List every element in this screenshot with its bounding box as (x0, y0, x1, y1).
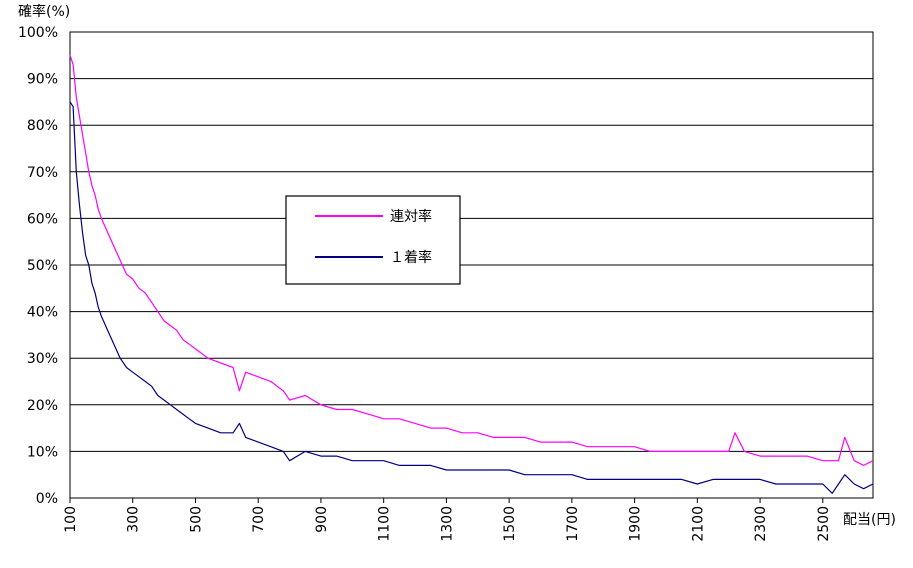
series-line-1 (69, 101, 874, 494)
y-tick-label: 90% (27, 72, 58, 88)
y-tick-label: 10% (27, 444, 58, 460)
legend-label-win: １着率 (390, 249, 432, 266)
x-tick-label: 500 (188, 506, 204, 533)
x-tick-label: 1900 (628, 506, 644, 542)
y-tick-label: 100% (18, 25, 58, 41)
gridlines (70, 31, 873, 452)
x-tick-label: 2500 (816, 506, 832, 542)
x-axis: 100 300 500 700 900 1100 1300 1500 1700 1900 2100 2… (63, 498, 832, 542)
series-lines (69, 55, 874, 494)
x-tick-label: 100 (63, 506, 79, 533)
series-line-0 (69, 55, 874, 466)
x-tick-label: 2300 (753, 506, 769, 542)
x-tick-label: 300 (126, 506, 142, 533)
y-tick-label: 50% (27, 258, 58, 274)
y-axis: 0% 10% 20% 30% 40% 50% 60% 70% 80% 90% 100% (18, 25, 58, 507)
y-tick-label: 40% (27, 305, 58, 321)
y-axis-title: 確率(%) (18, 3, 70, 20)
y-tick-label: 60% (27, 211, 58, 227)
legend-label-rentai: 連対率 (390, 208, 432, 225)
y-tick-label: 70% (27, 165, 58, 181)
x-tick-label: 1500 (502, 506, 518, 542)
plot-area (69, 31, 874, 499)
x-tick-label: 1700 (565, 506, 581, 542)
x-tick-label: 1100 (377, 506, 393, 542)
y-tick-label: 30% (27, 351, 58, 367)
x-axis-title: 配当(円) (843, 512, 896, 528)
x-tick-label: 2100 (690, 506, 706, 542)
y-tick-label: 80% (27, 118, 58, 134)
x-tick-label: 1300 (439, 506, 455, 542)
legend: 連対率 １着率 (285, 195, 461, 285)
x-tick-label: 700 (251, 506, 267, 533)
y-tick-label: 20% (27, 398, 58, 414)
x-tick-label: 900 (314, 506, 330, 533)
y-tick-label: 0% (36, 491, 58, 507)
legend-box (285, 195, 461, 285)
